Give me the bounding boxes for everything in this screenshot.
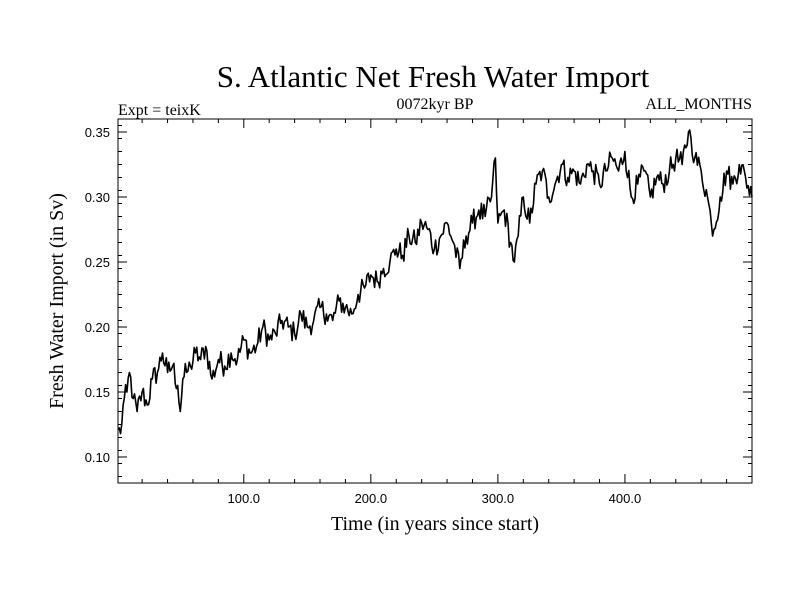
x-axis-label: Time (in years since start) xyxy=(331,513,539,535)
y-tick-label: 0.35 xyxy=(85,125,110,140)
y-tick-label: 0.20 xyxy=(85,320,110,335)
y-tick-label: 0.30 xyxy=(85,190,110,205)
experiment-label: Expt = teixK xyxy=(118,102,201,119)
plot-frame xyxy=(117,118,753,484)
y-tick-label: 0.10 xyxy=(85,450,110,465)
period-label: 0072kyr BP xyxy=(397,96,474,113)
y-tick-label: 0.15 xyxy=(85,385,110,400)
chart-title: S. Atlantic Net Fresh Water Import xyxy=(217,59,650,94)
months-label: ALL_MONTHS xyxy=(645,96,752,113)
fresh-water-import-line xyxy=(117,129,753,435)
x-axis: 100.0 200.0 300.0 400.0 xyxy=(141,119,728,506)
x-tick-label: 200.0 xyxy=(355,491,388,506)
x-tick-label: 300.0 xyxy=(482,491,515,506)
x-tick-label: 400.0 xyxy=(609,491,642,506)
y-axis-label: Fresh Water Import (in Sv) xyxy=(46,193,68,409)
y-axis: 0.10 0.15 0.20 0.25 0.30 0.35 xyxy=(85,125,752,477)
x-tick-label: 100.0 xyxy=(228,491,261,506)
y-tick-label: 0.25 xyxy=(85,255,110,270)
